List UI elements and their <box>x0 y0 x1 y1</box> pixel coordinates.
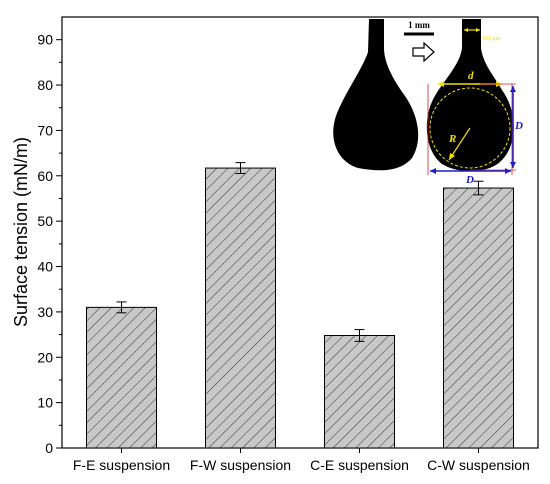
y-tick-label: 90 <box>37 32 53 48</box>
label-R: R <box>448 133 456 145</box>
error-bars <box>116 162 484 342</box>
y-tick-label: 20 <box>37 349 53 365</box>
needle-label: 500 μm <box>482 36 501 42</box>
y-tick-label: 40 <box>37 259 53 275</box>
plot-frame <box>61 16 539 449</box>
diameter-horizontal-arrowhead-left <box>430 168 436 174</box>
left-droplet-shape <box>333 19 419 171</box>
arrow-icon <box>412 41 435 63</box>
droplet-inset: 1 mm 500 μm d R D D <box>333 19 523 186</box>
bar-f-e-suspension <box>86 306 157 449</box>
neck-arrowhead-left <box>438 81 444 87</box>
label-d-small: d <box>468 70 474 82</box>
label-D-bottom: D <box>465 174 474 186</box>
y-axis: 0 10 20 30 40 50 60 70 80 90 <box>37 32 62 456</box>
x-axis: F-E suspension F-W suspension C-E suspensi… <box>73 448 530 473</box>
y-axis-title: Surface tension (mN/m) <box>11 137 31 327</box>
needle-arrowhead-left <box>464 28 468 32</box>
x-category-label: C-W suspension <box>427 457 530 473</box>
bar-c-e-suspension <box>324 334 395 449</box>
bar-c-w-suspension <box>443 187 514 449</box>
radius-arrowhead <box>449 153 455 160</box>
y-tick-label: 50 <box>37 213 53 229</box>
diameter-vertical-arrowhead-bottom <box>510 162 516 168</box>
scale-label: 1 mm <box>408 20 430 30</box>
y-tick-label: 30 <box>37 304 53 320</box>
diameter-vertical-arrowhead-top <box>510 86 516 92</box>
x-category-label: F-E suspension <box>73 457 170 473</box>
bars <box>86 167 514 449</box>
needle-arrowhead-right <box>476 28 480 32</box>
y-tick-label: 0 <box>45 440 53 456</box>
right-droplet-shape <box>426 19 514 172</box>
x-category-label: C-E suspension <box>310 457 409 473</box>
diameter-horizontal-arrowhead-right <box>505 168 511 174</box>
fitted-circle <box>429 87 511 169</box>
label-D-right: D <box>514 120 523 132</box>
x-category-label: F-W suspension <box>190 457 291 473</box>
y-tick-label: 60 <box>37 168 53 184</box>
y-tick-label: 80 <box>37 77 53 93</box>
y-tick-label: 70 <box>37 122 53 138</box>
y-tick-label: 10 <box>37 395 53 411</box>
bar-f-w-suspension <box>205 167 276 449</box>
